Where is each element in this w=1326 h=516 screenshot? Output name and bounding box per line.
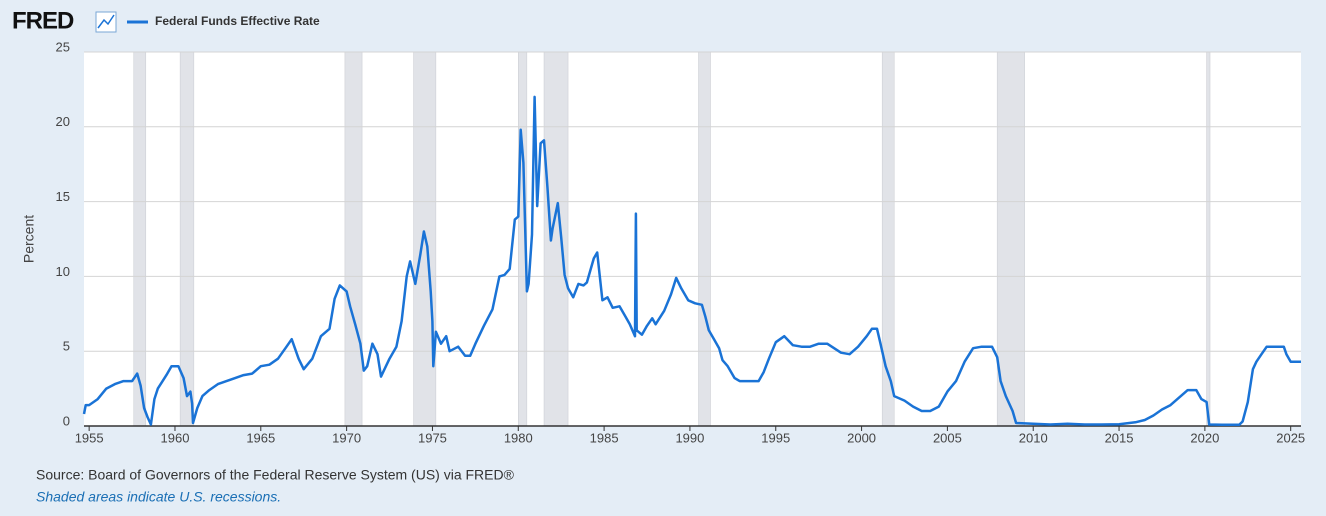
x-tick-label: 1970 [332, 430, 361, 445]
y-tick-label: 5 [63, 339, 70, 354]
x-tick-label: 1985 [590, 430, 619, 445]
recession-band [133, 51, 147, 427]
x-tick-label: 2015 [1105, 430, 1134, 445]
x-tick-label: 2010 [1019, 430, 1048, 445]
y-tick-label: 15 [56, 189, 70, 204]
x-tick-label: 1995 [761, 430, 790, 445]
note: Shaded areas indicate U.S. recessions. [36, 489, 281, 505]
x-tick-label: 1975 [418, 430, 447, 445]
x-tick-label: 2000 [847, 430, 876, 445]
x-tick-label: 2025 [1276, 430, 1305, 445]
y-tick-label: 0 [63, 413, 70, 428]
legend-label: Federal Funds Effective Rate [155, 14, 320, 28]
source: Source: Board of Governors of the Federa… [36, 467, 515, 483]
recession-band [344, 51, 363, 427]
x-tick-label: 2020 [1190, 430, 1219, 445]
plot-area [84, 52, 1301, 426]
x-tick-label: 1955 [75, 430, 104, 445]
y-tick-label: 25 [56, 39, 70, 54]
recession-band [543, 51, 569, 427]
y-tick-label: 10 [56, 264, 70, 279]
logo-icon [95, 11, 117, 33]
x-tick-label: 2005 [933, 430, 962, 445]
series-line [82, 95, 1301, 427]
logo[interactable]: FRED [12, 7, 75, 34]
x-tick-label: 1980 [504, 430, 533, 445]
y-tick-label: 20 [56, 114, 70, 129]
x-tick-label: 1965 [246, 430, 275, 445]
recession-band [698, 51, 711, 427]
recession-band [1206, 51, 1211, 427]
y-axis-label: Percent [21, 215, 37, 263]
recession-band [996, 51, 1025, 427]
x-tick-label: 1960 [161, 430, 190, 445]
recession-band [179, 51, 195, 427]
x-tick-label: 1990 [675, 430, 704, 445]
